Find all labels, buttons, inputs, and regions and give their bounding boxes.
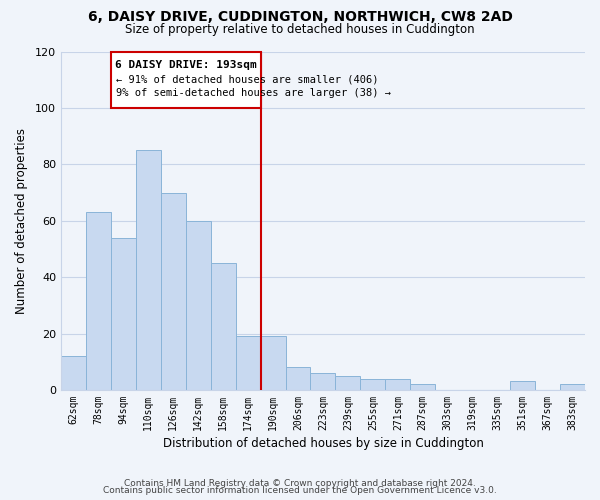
Bar: [61, 356, 86, 390]
Text: Size of property relative to detached houses in Cuddington: Size of property relative to detached ho…: [125, 22, 475, 36]
Text: Contains HM Land Registry data © Crown copyright and database right 2024.: Contains HM Land Registry data © Crown c…: [124, 478, 476, 488]
Text: 6, DAISY DRIVE, CUDDINGTON, NORTHWICH, CW8 2AD: 6, DAISY DRIVE, CUDDINGTON, NORTHWICH, C…: [88, 10, 512, 24]
Bar: [136, 150, 161, 390]
Text: Contains public sector information licensed under the Open Government Licence v3: Contains public sector information licen…: [103, 486, 497, 495]
Bar: [161, 192, 186, 390]
Bar: [335, 376, 361, 390]
Text: 6 DAISY DRIVE: 193sqm: 6 DAISY DRIVE: 193sqm: [115, 60, 257, 70]
Text: 9% of semi-detached houses are larger (38) →: 9% of semi-detached houses are larger (3…: [116, 88, 391, 98]
Bar: [111, 238, 136, 390]
Bar: [310, 373, 335, 390]
Bar: [410, 384, 435, 390]
Text: ← 91% of detached houses are smaller (406): ← 91% of detached houses are smaller (40…: [116, 74, 379, 84]
Bar: [186, 220, 211, 390]
Bar: [211, 263, 236, 390]
Bar: [286, 368, 310, 390]
X-axis label: Distribution of detached houses by size in Cuddington: Distribution of detached houses by size …: [163, 437, 484, 450]
Y-axis label: Number of detached properties: Number of detached properties: [15, 128, 28, 314]
Bar: [510, 382, 535, 390]
Bar: [361, 378, 385, 390]
Bar: [560, 384, 585, 390]
Bar: [236, 336, 260, 390]
Bar: [86, 212, 111, 390]
Bar: [385, 378, 410, 390]
Bar: [260, 336, 286, 390]
FancyBboxPatch shape: [111, 52, 260, 108]
